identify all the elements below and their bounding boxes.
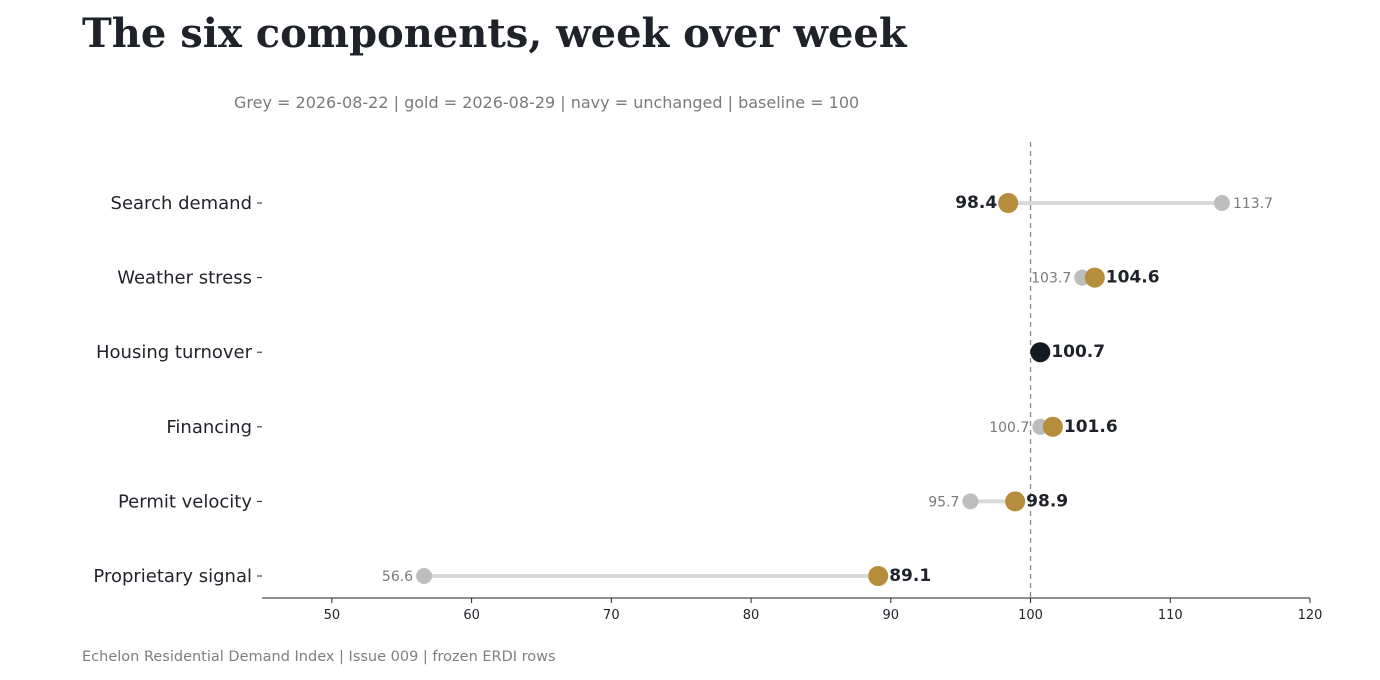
x-tick-label: 80 [743, 608, 760, 623]
previous-point [1213, 195, 1230, 211]
x-tick-label: 100 [1018, 608, 1043, 623]
x-tick-label: 60 [463, 608, 480, 623]
x-tick-label: 90 [883, 608, 900, 623]
dumbbell-chart: 50 60 70 80 90 100 110 120 Search demand 113.7 98.… [93, 142, 1323, 623]
category-label: Weather stress [117, 268, 252, 289]
current-point [868, 566, 889, 586]
category-label: Proprietary signal [93, 566, 252, 587]
current-point [998, 193, 1019, 213]
previous-value-label: 113.7 [1233, 196, 1273, 212]
previous-value-label: 103.7 [1031, 271, 1071, 287]
current-point [1042, 416, 1063, 437]
current-point [1084, 267, 1105, 288]
chart-title: The six components, week over week [82, 10, 907, 57]
category-label: Permit velocity [118, 491, 252, 512]
category-label: Search demand [111, 193, 252, 214]
current-value-label: 98.9 [1026, 491, 1068, 511]
chart-subtitle: Grey = 2026-08-22 | gold = 2026-08-29 | … [234, 93, 860, 112]
previous-value-label: 100.7 [989, 420, 1029, 436]
previous-point [416, 568, 433, 584]
current-value-label: 101.6 [1064, 417, 1118, 437]
category-label: Financing [166, 417, 252, 438]
current-point [1005, 491, 1026, 512]
x-tick-label: 70 [603, 608, 620, 623]
current-value-label: 98.4 [955, 193, 997, 213]
unchanged-point [1030, 342, 1051, 363]
current-value-label: 100.7 [1051, 342, 1105, 362]
previous-point [962, 493, 979, 510]
category-label: Housing turnover [96, 342, 253, 363]
current-value-label: 89.1 [889, 566, 931, 586]
x-tick-label: 110 [1158, 608, 1183, 623]
previous-value-label: 95.7 [928, 494, 959, 510]
chart-footer: Echelon Residential Demand Index | Issue… [82, 649, 556, 665]
x-tick-label: 50 [324, 608, 341, 623]
previous-value-label: 56.6 [382, 569, 413, 585]
current-value-label: 104.6 [1106, 268, 1160, 288]
x-tick-label: 120 [1298, 608, 1323, 623]
